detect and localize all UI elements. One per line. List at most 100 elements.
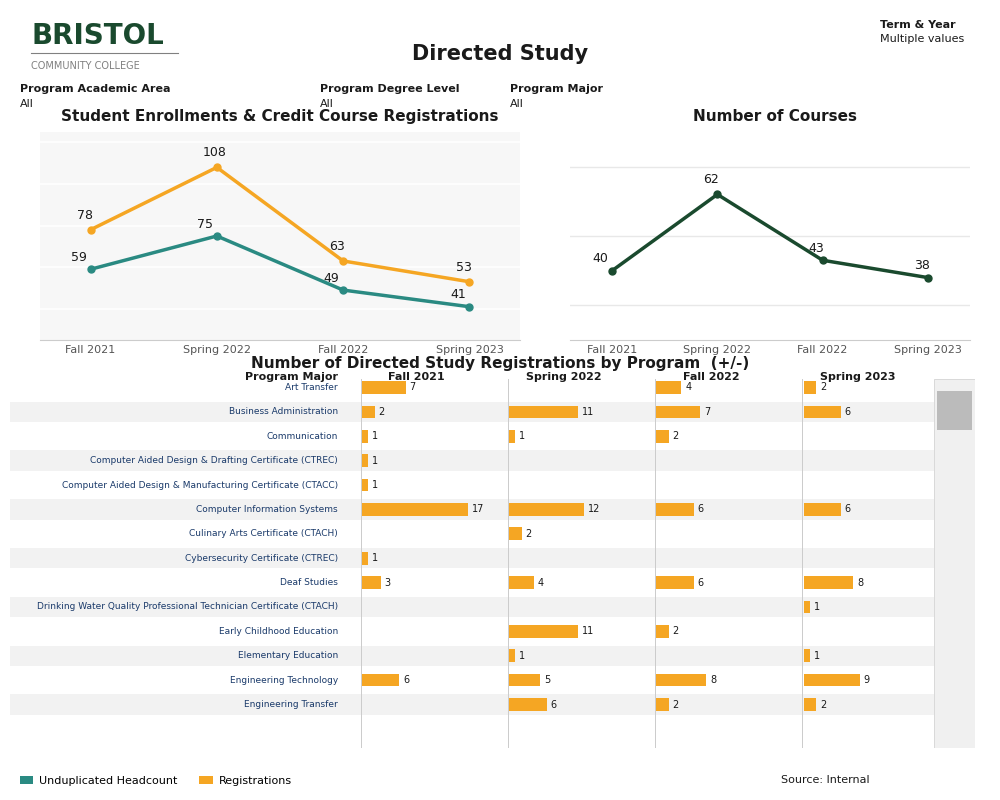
FancyBboxPatch shape <box>804 406 841 418</box>
Text: 40: 40 <box>593 252 609 266</box>
FancyBboxPatch shape <box>509 674 540 686</box>
Text: 41: 41 <box>450 288 466 302</box>
FancyBboxPatch shape <box>656 674 706 686</box>
Text: Computer Aided Design & Manufacturing Certificate (CTACC): Computer Aided Design & Manufacturing Ce… <box>62 481 338 490</box>
FancyBboxPatch shape <box>10 646 934 666</box>
Text: Drinking Water Quality Professional Technician Certificate (CTACH): Drinking Water Quality Professional Tech… <box>37 602 338 611</box>
Text: Fall 2022: Fall 2022 <box>683 372 739 382</box>
Text: Early Childhood Education: Early Childhood Education <box>219 627 338 636</box>
Text: Program Major: Program Major <box>510 84 603 94</box>
Text: 2: 2 <box>673 626 679 636</box>
FancyBboxPatch shape <box>804 576 853 589</box>
FancyBboxPatch shape <box>656 503 694 516</box>
Text: 8: 8 <box>710 675 716 685</box>
Text: 59: 59 <box>71 251 87 264</box>
Text: Spring 2022: Spring 2022 <box>526 372 601 382</box>
FancyBboxPatch shape <box>656 698 669 711</box>
FancyBboxPatch shape <box>509 527 522 540</box>
Text: 2: 2 <box>820 699 826 710</box>
FancyBboxPatch shape <box>362 381 406 394</box>
Text: 108: 108 <box>203 146 227 159</box>
Text: Engineering Technology: Engineering Technology <box>230 676 338 685</box>
Text: 4: 4 <box>685 382 691 393</box>
Text: Elementary Education: Elementary Education <box>238 651 338 660</box>
FancyBboxPatch shape <box>804 674 860 686</box>
FancyBboxPatch shape <box>804 601 810 614</box>
FancyBboxPatch shape <box>362 478 368 491</box>
FancyBboxPatch shape <box>362 576 381 589</box>
FancyBboxPatch shape <box>804 650 810 662</box>
Text: Computer Aided Design & Drafting Certificate (CTREC): Computer Aided Design & Drafting Certifi… <box>90 456 338 465</box>
FancyBboxPatch shape <box>10 694 934 714</box>
Text: 53: 53 <box>456 261 471 274</box>
Text: Program Major: Program Major <box>245 372 338 382</box>
Legend: Unduplicated Headcount, Registrations: Unduplicated Headcount, Registrations <box>16 771 296 790</box>
Text: All: All <box>320 99 334 110</box>
Text: Spring 2023: Spring 2023 <box>820 372 896 382</box>
Text: BRISTOL: BRISTOL <box>31 22 164 50</box>
FancyBboxPatch shape <box>362 406 375 418</box>
Text: Multiple values: Multiple values <box>880 34 964 43</box>
FancyBboxPatch shape <box>362 552 368 565</box>
Text: 63: 63 <box>329 240 345 253</box>
Text: 6: 6 <box>845 505 851 514</box>
FancyBboxPatch shape <box>656 625 669 638</box>
Text: Cybersecurity Certificate (CTREC): Cybersecurity Certificate (CTREC) <box>185 554 338 562</box>
Text: 78: 78 <box>77 209 93 222</box>
FancyBboxPatch shape <box>362 454 368 467</box>
Text: Directed Study: Directed Study <box>412 44 588 64</box>
Text: 7: 7 <box>704 407 710 417</box>
Text: 43: 43 <box>809 242 824 255</box>
Text: All: All <box>20 99 34 110</box>
Text: 2: 2 <box>673 431 679 442</box>
Text: 1: 1 <box>372 431 378 442</box>
FancyBboxPatch shape <box>362 430 368 442</box>
Text: 7: 7 <box>410 382 416 393</box>
Text: 5: 5 <box>544 675 550 685</box>
Text: 1: 1 <box>814 650 820 661</box>
Text: 1: 1 <box>814 602 820 612</box>
Text: 6: 6 <box>698 505 704 514</box>
FancyBboxPatch shape <box>509 503 584 516</box>
Text: 6: 6 <box>845 407 851 417</box>
FancyBboxPatch shape <box>656 576 694 589</box>
Text: COMMUNITY COLLEGE: COMMUNITY COLLEGE <box>31 61 140 70</box>
FancyBboxPatch shape <box>804 381 816 394</box>
FancyBboxPatch shape <box>509 430 515 442</box>
Text: Business Administration: Business Administration <box>229 407 338 416</box>
FancyBboxPatch shape <box>10 402 934 422</box>
Text: Art Transfer: Art Transfer <box>285 383 338 392</box>
Text: 49: 49 <box>324 272 339 285</box>
Text: 11: 11 <box>582 626 594 636</box>
FancyBboxPatch shape <box>509 406 578 418</box>
FancyBboxPatch shape <box>509 650 515 662</box>
FancyBboxPatch shape <box>509 576 534 589</box>
Text: Fall 2021: Fall 2021 <box>388 372 445 382</box>
Text: 1: 1 <box>372 456 378 466</box>
Text: 4: 4 <box>538 578 544 588</box>
Text: 11: 11 <box>582 407 594 417</box>
Text: Number of Directed Study Registrations by Program  (+/-): Number of Directed Study Registrations b… <box>251 356 749 371</box>
FancyBboxPatch shape <box>804 503 841 516</box>
Text: 3: 3 <box>385 578 391 588</box>
Text: Computer Information Systems: Computer Information Systems <box>196 505 338 514</box>
FancyBboxPatch shape <box>10 450 934 471</box>
Text: 8: 8 <box>857 578 863 588</box>
Text: Number of Courses: Number of Courses <box>693 109 857 124</box>
FancyBboxPatch shape <box>362 674 399 686</box>
FancyBboxPatch shape <box>656 381 681 394</box>
FancyBboxPatch shape <box>804 698 816 711</box>
Text: Communication: Communication <box>267 432 338 441</box>
FancyBboxPatch shape <box>656 430 669 442</box>
Text: 1: 1 <box>519 650 525 661</box>
FancyBboxPatch shape <box>509 698 547 711</box>
Text: Term & Year: Term & Year <box>880 20 956 30</box>
Text: Source: Internal: Source: Internal <box>781 775 870 785</box>
Text: 62: 62 <box>703 174 719 186</box>
Text: 38: 38 <box>914 259 930 272</box>
FancyBboxPatch shape <box>934 379 975 748</box>
FancyBboxPatch shape <box>10 548 934 569</box>
Text: 2: 2 <box>820 382 826 393</box>
Text: 6: 6 <box>403 675 409 685</box>
Text: 1: 1 <box>372 554 378 563</box>
